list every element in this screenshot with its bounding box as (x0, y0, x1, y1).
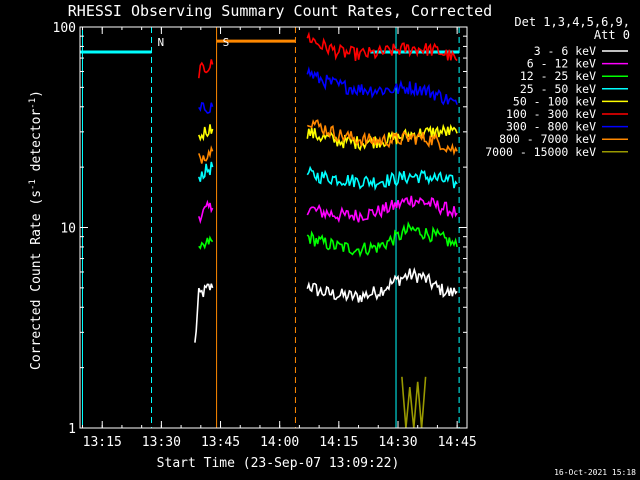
legend-label-0: 3 - 6 keV (534, 44, 596, 58)
series-0-segment-0 (194, 283, 214, 343)
series-5-segment-1 (306, 31, 458, 62)
x-axis-label: Start Time (23-Sep-07 13:09:22) (157, 456, 400, 471)
x-tick-label-6: 14:45 (438, 435, 477, 450)
legend-label-7: 800 - 7000 keV (499, 132, 596, 146)
legend-label-1: 6 - 12 keV (527, 57, 596, 71)
x-tick-label-4: 14:15 (319, 435, 358, 450)
series-3-segment-0 (198, 161, 214, 182)
series-6-segment-1 (306, 66, 458, 106)
series-2-segment-1 (306, 220, 458, 258)
series-1-segment-0 (198, 199, 214, 225)
series-3-segment-1 (306, 165, 458, 191)
x-tick-label-1: 13:30 (142, 435, 181, 450)
legend-header-line-2: Att 0 (594, 28, 630, 42)
legend-label-3: 25 - 50 keV (520, 82, 596, 96)
series-6-segment-0 (198, 102, 214, 114)
y-tick-label-1: 10 (60, 222, 76, 237)
series-0-segment-1 (306, 267, 458, 303)
legend-header-line-1: Det 1,3,4,5,6,9, (514, 15, 630, 29)
plot-area: N S 13:15 13:30 13:45 14:00 14:15 14:30 14:45 1 10… (53, 21, 477, 450)
legend-label-4: 50 - 100 keV (513, 94, 596, 108)
chart-title: RHESSI Observing Summary Count Rates, Co… (68, 2, 492, 20)
y-tick-label-0: 1 (68, 422, 76, 437)
legend-label-6: 300 - 800 keV (506, 120, 596, 134)
x-tick-label-2: 13:45 (201, 435, 240, 450)
legend-label-2: 12 - 25 keV (520, 69, 596, 83)
x-tick-label-5: 14:30 (378, 435, 417, 450)
marker-label-s: S (223, 36, 230, 49)
series-7-segment-1 (306, 119, 458, 156)
y-tick-label-2: 100 (53, 21, 76, 36)
series-2-segment-0 (198, 235, 214, 250)
x-tick-label-0: 13:15 (83, 435, 122, 450)
y-axis-label: Corrected Count Rate (s-1 detector-1) (28, 90, 44, 370)
legend-label-5: 100 - 300 keV (506, 107, 596, 121)
series-4-segment-0 (198, 124, 214, 142)
footer-date: 16-Oct-2021 15:18 (554, 468, 636, 477)
x-tick-label-3: 14:00 (260, 435, 299, 450)
series-7-segment-0 (198, 145, 214, 164)
marker-label-n: N (158, 36, 165, 49)
series-5-segment-0 (198, 59, 214, 79)
legend-label-8: 7000 - 15000 keV (485, 145, 596, 159)
series-4-segment-1 (306, 123, 458, 152)
series-1-segment-1 (306, 195, 458, 224)
